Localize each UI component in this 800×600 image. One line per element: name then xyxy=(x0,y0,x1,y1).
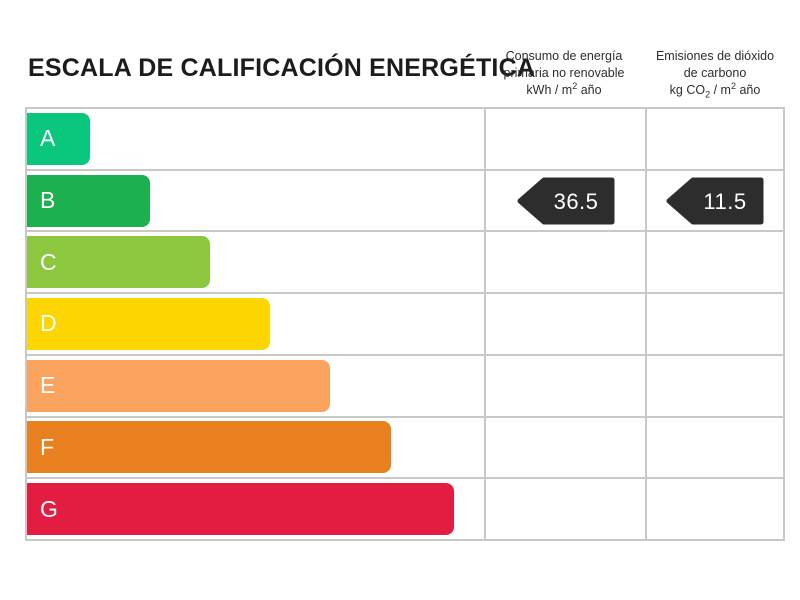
rating-row-b-scale-cell: B xyxy=(27,170,484,231)
page-title: ESCALA DE CALIFICACIÓN ENERGÉTICA xyxy=(28,54,536,82)
consumption-header-unit: kWh / m2 año xyxy=(526,81,602,98)
consumption-header-line2: primaria no renovable xyxy=(503,65,625,80)
rating-bar-c: C xyxy=(27,236,210,289)
rating-row-f-emissions-cell xyxy=(647,417,783,478)
energy-rating-table: A B 36.5 11.5 C D E F G xyxy=(25,107,785,541)
consumption-value: 36.5 xyxy=(553,189,598,214)
rating-row-d-scale-cell: D xyxy=(27,294,484,354)
rating-bar-e: E xyxy=(27,359,330,412)
consumption-column-header: Consumo de energía primaria no renovable… xyxy=(478,48,650,99)
emissions-value-arrow-icon: 11.5 xyxy=(666,177,764,225)
rating-bar-f: F xyxy=(27,421,391,474)
rating-row-a-scale-cell: A xyxy=(27,109,484,169)
rating-bar-a: A xyxy=(27,112,90,165)
emissions-header-line1: Emisiones de dióxido xyxy=(655,49,775,63)
rating-row-f-scale-cell: F xyxy=(27,417,484,478)
rating-row-e-scale-cell: E xyxy=(27,355,484,416)
emissions-header-line2: de carbono xyxy=(683,65,747,80)
rating-row-a-emissions-cell xyxy=(647,109,783,169)
consumption-header-line1: Consumo de energía xyxy=(505,49,623,63)
emissions-value: 11.5 xyxy=(703,189,746,214)
rating-bar-g: G xyxy=(27,483,454,536)
arrow-left-shape xyxy=(666,177,764,225)
emissions-column-header: Emisiones de dióxido de carbono kg CO2 /… xyxy=(640,48,790,102)
rating-row-c-scale-cell: C xyxy=(27,232,484,293)
rating-row-g-scale-cell: G xyxy=(27,479,484,539)
rating-row-b-consumption-cell: 36.5 xyxy=(486,170,645,231)
rating-row-c-consumption-cell xyxy=(486,232,645,293)
rating-bar-b: B xyxy=(27,174,150,227)
rating-bar-d: D xyxy=(27,297,270,350)
rating-row-c-emissions-cell xyxy=(647,232,783,293)
consumption-value-arrow-icon: 36.5 xyxy=(517,177,614,225)
rating-row-a-consumption-cell xyxy=(486,109,645,169)
rating-row-d-consumption-cell xyxy=(486,294,645,354)
rating-row-f-consumption-cell xyxy=(486,417,645,478)
rating-row-d-emissions-cell xyxy=(647,294,783,354)
rating-row-g-emissions-cell xyxy=(647,479,783,539)
emissions-header-unit: kg CO2 / m2 año xyxy=(669,81,761,100)
rating-row-e-consumption-cell xyxy=(486,355,645,416)
arrow-left-shape xyxy=(517,177,614,225)
rating-row-b-emissions-cell: 11.5 xyxy=(647,170,783,231)
rating-row-g-consumption-cell xyxy=(486,479,645,539)
rating-row-e-emissions-cell xyxy=(647,355,783,416)
